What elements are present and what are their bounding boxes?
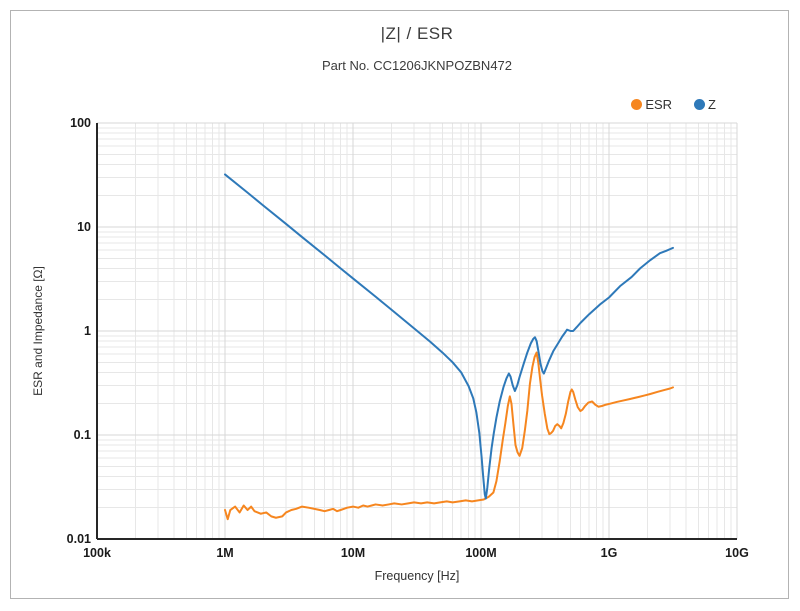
x-tick-label: 10M [341, 546, 365, 560]
x-tick-label: 100M [465, 546, 496, 560]
legend-item-z[interactable]: Z [694, 97, 716, 112]
y-tick-label: 10 [77, 220, 91, 234]
chart-title: |Z| / ESR [380, 24, 454, 43]
legend: ESR Z [631, 97, 716, 112]
chart-frame [10, 10, 789, 599]
tick-labels: 100k 1M 10M 100M 1G 10G 100 10 1 0.1 0.01 [67, 116, 749, 560]
y-tick-label: 0.1 [74, 428, 91, 442]
x-tick-label: 1G [601, 546, 618, 560]
x-tick-label: 100k [83, 546, 111, 560]
z-legend-label: Z [708, 97, 716, 112]
legend-item-esr[interactable]: ESR [631, 97, 672, 112]
y-tick-label: 0.01 [67, 532, 91, 546]
esr-series-line [224, 351, 674, 521]
z-legend-marker-icon [694, 99, 706, 110]
esr-legend-label: ESR [645, 97, 673, 112]
x-axis-title: Frequency [Hz] [374, 569, 460, 583]
x-tick-label: 10G [725, 546, 749, 560]
z-series-line [224, 173, 674, 500]
chart-subtitle: Part No. CC1206JKNPOZBN472 [321, 58, 513, 73]
y-tick-label: 100 [70, 116, 91, 130]
axis-lines [96, 123, 737, 540]
x-tick-label: 1M [216, 546, 233, 560]
y-axis-title: ESR and Impedance [Ω] [31, 266, 45, 396]
esr-legend-marker-icon [631, 99, 643, 110]
y-tick-label: 1 [84, 324, 91, 338]
